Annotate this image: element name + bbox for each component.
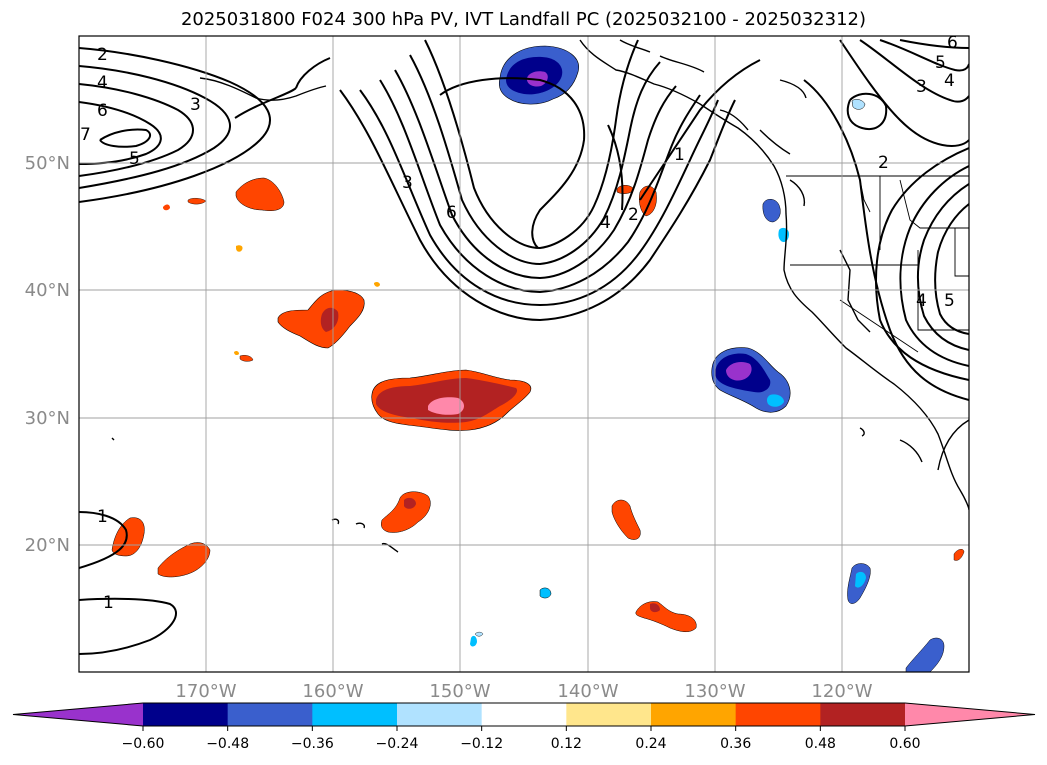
colorbar-tick-label: −0.36 — [291, 736, 334, 752]
colorbar-bin — [735, 703, 821, 726]
contour-label: 7 — [80, 125, 91, 145]
map-frame — [78, 35, 970, 673]
colorbar-tick-label: −0.24 — [376, 736, 419, 752]
colorbar-bin — [312, 703, 398, 726]
contour-label: 2 — [97, 45, 108, 65]
contour-label: 6 — [446, 203, 457, 223]
ivt-negative-gulf-of-alaska — [498, 45, 579, 105]
lon-tick-label: 140°W — [557, 681, 618, 702]
contour-label: 6 — [97, 101, 108, 121]
colorbar-tick-label: 0.24 — [635, 736, 666, 752]
figure-title: 2025031800 F024 300 hPa PV, IVT Landfall… — [180, 9, 867, 30]
contour-label: 6 — [947, 33, 958, 53]
colorbar-tick-label: 0.48 — [805, 736, 836, 752]
ivt-shading — [111, 45, 965, 672]
contour-labels: 2 4 6 3 5 7 3 6 4 2 1 6 5 4 3 2 4 5 1 1 — [80, 33, 958, 613]
contour-label: 5 — [129, 149, 140, 169]
lat-tick-label: 40°N — [25, 280, 70, 301]
contour-label: 4 — [97, 73, 108, 93]
coastlines — [111, 39, 969, 553]
contour-label: 1 — [674, 145, 685, 165]
gridlines — [79, 36, 969, 672]
contour-label: 3 — [916, 77, 927, 97]
colorbar-tick-label: 0.60 — [889, 736, 920, 752]
colorbar-bin — [651, 703, 737, 726]
colorbar-tick-label: −0.60 — [122, 736, 165, 752]
contour-label: 1 — [103, 593, 114, 613]
contour-label: 2 — [878, 153, 889, 173]
contour-label: 5 — [944, 291, 955, 311]
ivt-negative-offshore-california — [711, 347, 791, 413]
lat-tick-label: 30°N — [25, 408, 70, 429]
ivt-positive-aleutians — [163, 177, 657, 217]
contour-label: 3 — [190, 95, 201, 115]
colorbar-bin — [820, 703, 906, 726]
lon-tick-label: 160°W — [302, 681, 363, 702]
colorbar-extend-min — [13, 703, 143, 726]
contour-label: 2 — [628, 205, 639, 225]
colorbar-tick-label: 0.36 — [720, 736, 751, 752]
latitude-labels: 50°N 40°N 30°N 20°N — [25, 153, 70, 556]
contour-label: 4 — [944, 71, 955, 91]
colorbar-bin — [227, 703, 313, 726]
lon-tick-label: 120°W — [811, 681, 872, 702]
colorbar-tick-label: −0.48 — [206, 736, 249, 752]
colorbar-tick-label: −0.12 — [460, 736, 503, 752]
lat-tick-label: 20°N — [25, 535, 70, 556]
lon-tick-label: 170°W — [175, 681, 236, 702]
colorbar-bin — [566, 703, 652, 726]
colorbar: −0.60 −0.48 −0.36 −0.24 −0.12 0.12 0.24 0.36 0.4… — [12, 702, 1036, 752]
contour-label: 5 — [935, 53, 946, 73]
ivt-negative-baja — [470, 563, 945, 672]
ivt-positive-north-of-hawaii — [234, 245, 380, 362]
ivt-positive-central-pacific — [371, 369, 532, 431]
contour-label: 4 — [916, 291, 927, 311]
colorbar-extend-max — [905, 703, 1035, 726]
colorbar-bin — [481, 703, 567, 726]
contour-label: 4 — [600, 213, 611, 233]
contour-label: 1 — [97, 507, 108, 527]
political-borders — [786, 175, 969, 353]
colorbar-bin — [397, 703, 483, 726]
lon-tick-label: 130°W — [684, 681, 745, 702]
colorbar-bin — [143, 703, 229, 726]
lon-tick-label: 150°W — [429, 681, 490, 702]
lat-tick-label: 50°N — [25, 153, 70, 174]
longitude-labels: 170°W 160°W 150°W 140°W 130°W 120°W — [175, 681, 872, 702]
contour-label: 3 — [402, 173, 413, 193]
ivt-positive-subtropics — [111, 491, 965, 632]
pv-contours — [79, 39, 969, 655]
colorbar-tick-label: 0.12 — [551, 736, 582, 752]
